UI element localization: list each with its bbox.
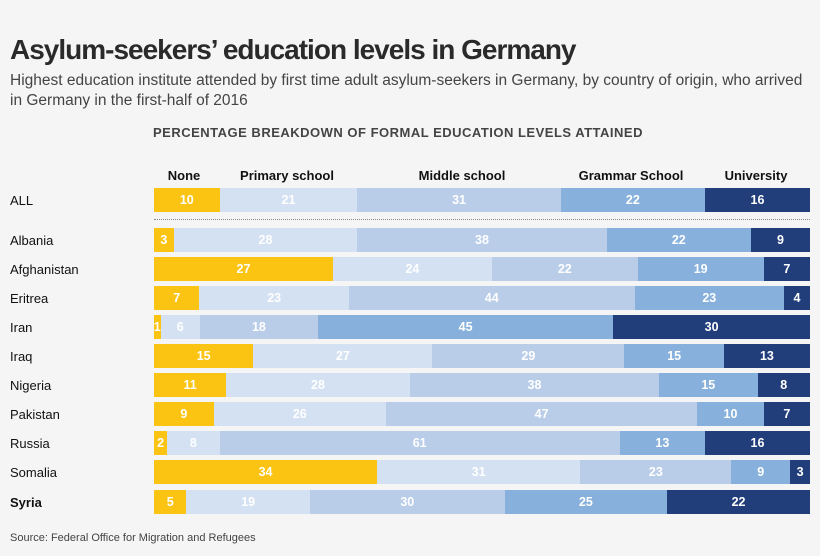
bar-segment: 26 (213, 402, 386, 426)
bar-segment: 1 (154, 315, 161, 339)
chart-heading: PERCENTAGE BREAKDOWN OF FORMAL EDUCATION… (153, 125, 643, 140)
bar-segment: 13 (723, 344, 810, 368)
bar-segment: 31 (377, 460, 581, 484)
bar-segment: 38 (409, 373, 660, 397)
bar-segment: 45 (318, 315, 614, 339)
bar-segment: 28 (173, 228, 358, 252)
bar-segment: 23 (634, 286, 784, 310)
bar-segment: 22 (667, 490, 810, 514)
bar-segment: 13 (619, 431, 706, 455)
bar-segment: 22 (560, 188, 706, 212)
bar-segment: 19 (637, 257, 764, 281)
bar-segment: 3 (154, 228, 174, 252)
bar-segment: 30 (309, 490, 505, 514)
bar-segment: 7 (763, 257, 810, 281)
row-label: Eritrea (10, 291, 49, 306)
bar-segment: 5 (154, 490, 187, 514)
bar-segment: 28 (226, 373, 410, 397)
bar-segment: 8 (757, 373, 810, 397)
legend-header: Grammar School (578, 168, 684, 183)
bar-segment: 9 (731, 460, 791, 484)
row-label: Iraq (10, 349, 33, 364)
separator-line (154, 219, 810, 220)
bar-segment: 11 (154, 373, 227, 397)
bar-segment: 6 (160, 315, 200, 339)
bar-segment: 4 (784, 286, 810, 310)
bar-segment: 27 (154, 257, 333, 281)
bar-segment: 15 (659, 373, 758, 397)
row-label: Pakistan (10, 407, 60, 422)
bar-segment: 25 (504, 490, 668, 514)
bar-segment: 23 (580, 460, 732, 484)
row-label: Nigeria (10, 378, 52, 393)
bar-segment: 15 (624, 344, 724, 368)
bar-segment: 29 (432, 344, 625, 368)
bar-segment: 16 (705, 431, 810, 455)
source-note: Source: Federal Office for Migration and… (10, 532, 256, 544)
bar-segment: 7 (763, 402, 810, 426)
bar-segment: 27 (253, 344, 433, 368)
bar-segment: 22 (491, 257, 638, 281)
chart-title: Asylum-seekers’ education levels in Germ… (10, 34, 577, 65)
bar-segment: 9 (750, 228, 810, 252)
legend-header: University (724, 168, 788, 183)
row-label: Russia (10, 436, 50, 451)
row-label: Afghanistan (10, 262, 79, 277)
row-label: Somalia (10, 465, 57, 480)
bar-segment: 3 (790, 460, 810, 484)
bar-segment: 23 (199, 286, 349, 310)
bar-segment: 8 (167, 431, 220, 455)
bar-segment: 16 (705, 188, 810, 212)
bar-segment: 10 (154, 188, 220, 212)
chart-subtitle: Highest education institute attended by … (10, 72, 803, 109)
bar-segment: 19 (186, 490, 310, 514)
bar-segment: 15 (154, 344, 254, 368)
bar-segment: 7 (154, 286, 200, 310)
bar-segment: 61 (219, 431, 620, 455)
bar-segment: 2 (154, 431, 168, 455)
bar-segment: 22 (606, 228, 751, 252)
bar-segment: 21 (219, 188, 358, 212)
legend-header: Middle school (418, 168, 506, 183)
row-label: Albania (10, 233, 54, 248)
bar-segment: 44 (348, 286, 635, 310)
legend-header: Primary school (240, 168, 334, 183)
bar-segment: 9 (154, 402, 214, 426)
bar-segment: 31 (357, 188, 561, 212)
bar-segment: 10 (697, 402, 764, 426)
legend-header: None (167, 168, 201, 183)
bar-segment: 18 (199, 315, 318, 339)
bar-segment: 47 (385, 402, 698, 426)
bar-segment: 24 (332, 257, 492, 281)
bar-segment: 34 (154, 460, 378, 484)
bar-segment: 38 (357, 228, 607, 252)
row-label: ALL (10, 193, 34, 208)
row-label: Syria (10, 495, 42, 510)
bar-segment: 30 (613, 315, 810, 339)
row-label: Iran (10, 320, 33, 335)
